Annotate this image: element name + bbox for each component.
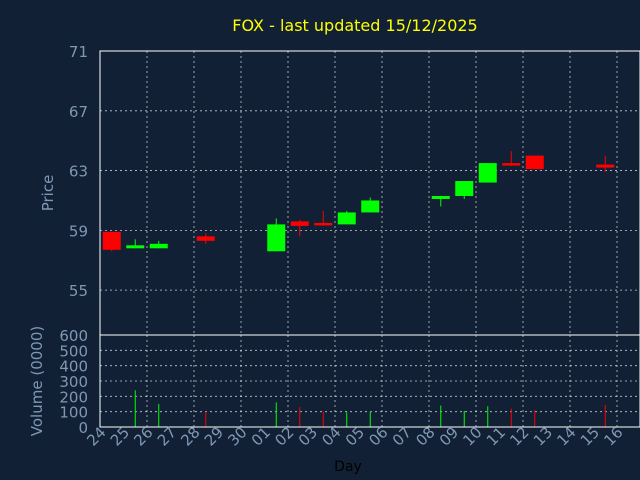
- price-grid: [100, 50, 640, 335]
- chart-title: FOX - last updated 15/12/2025: [232, 16, 477, 35]
- volume-plot-border: [99, 334, 640, 428]
- volume-y-tick-label: 400: [59, 358, 88, 376]
- candle-body: [361, 200, 380, 213]
- candle-body: [596, 164, 615, 168]
- candle-body: [126, 245, 145, 249]
- candle-body: [314, 222, 333, 226]
- volume-y-tick-label: 500: [59, 342, 88, 360]
- candle-body: [267, 224, 286, 252]
- price-panel: 55 59 63 67 71 Price: [39, 43, 640, 336]
- volume-y-tick-label: 0: [78, 419, 88, 437]
- candle-body: [102, 231, 121, 250]
- price-y-tick-label: 67: [69, 103, 88, 121]
- price-y-tick-label: 59: [69, 222, 88, 240]
- volume-y-tick-label: 300: [59, 373, 88, 391]
- candle-body: [149, 243, 168, 249]
- price-y-axis-label: Price: [39, 175, 57, 212]
- price-y-tick-label: 55: [69, 282, 88, 300]
- x-axis-label: Day: [334, 459, 362, 475]
- candle-body: [196, 236, 215, 241]
- candle-body: [455, 181, 474, 196]
- x-axis-ticks: 2425262728293001020304050607080910111213…: [83, 423, 626, 449]
- volume-bars: [134, 390, 606, 427]
- volume-y-tick-label: 100: [59, 404, 88, 422]
- candle-body: [525, 155, 544, 170]
- volume-y-tick-label: 600: [59, 327, 88, 345]
- candle-body: [290, 221, 309, 226]
- candle-body: [337, 212, 356, 225]
- candle-body: [502, 163, 521, 166]
- candle-body: [478, 163, 497, 183]
- candle-body: [431, 195, 450, 199]
- price-y-tick-label: 63: [69, 163, 88, 181]
- volume-y-tick-label: 200: [59, 388, 88, 406]
- price-candles: [102, 151, 615, 252]
- price-y-ticks: 55 59 63 67 71: [69, 43, 88, 300]
- price-y-tick-label: 71: [69, 43, 88, 61]
- volume-y-axis-label: Volume (0000): [28, 326, 46, 436]
